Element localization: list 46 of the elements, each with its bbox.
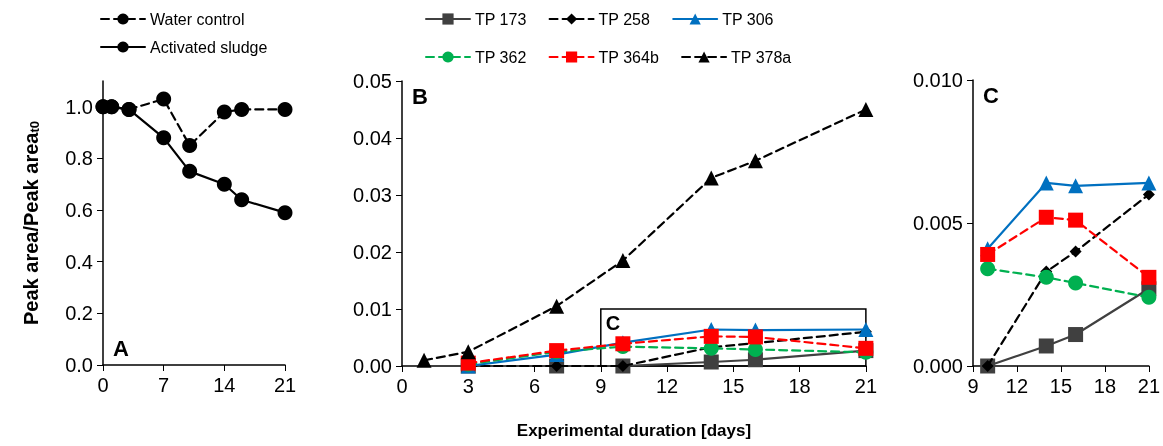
x-tick-label: 6 [528, 375, 541, 397]
y-tick-label: 1.0 [65, 95, 93, 118]
x-tick-label: 18 [788, 375, 811, 397]
y-tick-label: 0.4 [65, 250, 93, 273]
x-tick-label: 12 [1005, 375, 1029, 397]
x-tick-label: 7 [158, 374, 170, 396]
y-tick-label: 0.05 [353, 70, 392, 92]
x-tick-label: 21 [273, 374, 297, 396]
x-tick-label: 9 [967, 375, 979, 397]
y-tick-label: 0.04 [353, 127, 392, 149]
x-tick-label: 14 [213, 374, 236, 396]
y-axis-title: Peak area/Peak areat0 [19, 121, 42, 325]
y-tick-label: 0.6 [65, 199, 93, 222]
y-tick-label: 0.2 [65, 302, 93, 325]
x-tick-label: 21 [854, 375, 877, 397]
y-tick-label: 0.03 [353, 184, 392, 206]
y-tick-label: 0.000 [912, 355, 963, 377]
annotation: C [605, 312, 621, 334]
y-tick-label: 0.00 [353, 355, 392, 377]
legend-label: TP 306 [722, 10, 774, 28]
x-tick-label: 9 [595, 375, 607, 397]
x-tick-label: 15 [722, 375, 745, 397]
legend-label: Activated sludge [150, 38, 268, 56]
x-axis-title: Experimental duration [days] [516, 421, 752, 440]
y-tick-label: 0.0 [65, 354, 93, 376]
annotation: A [113, 335, 129, 361]
y-tick-label: 0.010 [912, 69, 963, 91]
y-tick-label: 0.02 [353, 241, 392, 263]
annotation: C [983, 82, 999, 108]
legend-label: TP 258 [598, 10, 650, 28]
y-tick-label: 0.8 [65, 147, 93, 170]
legend-label: TP 173 [475, 10, 527, 28]
x-tick-label: 0 [396, 375, 408, 397]
x-tick-label: 21 [1137, 375, 1160, 397]
legend-label: TP 378a [731, 48, 792, 66]
x-tick-label: 15 [1049, 375, 1073, 397]
x-tick-label: 12 [655, 375, 679, 397]
y-tick-label: 0.01 [353, 298, 392, 320]
legend-label: TP 362 [475, 48, 527, 66]
x-tick-label: 0 [97, 374, 109, 396]
x-tick-label: 3 [462, 375, 474, 397]
y-tick-label: 0.005 [912, 212, 963, 234]
legend-label: Water control [150, 10, 245, 28]
annotation: B [412, 83, 428, 109]
legend-label: TP 364b [598, 48, 659, 66]
x-tick-label: 18 [1093, 375, 1117, 397]
